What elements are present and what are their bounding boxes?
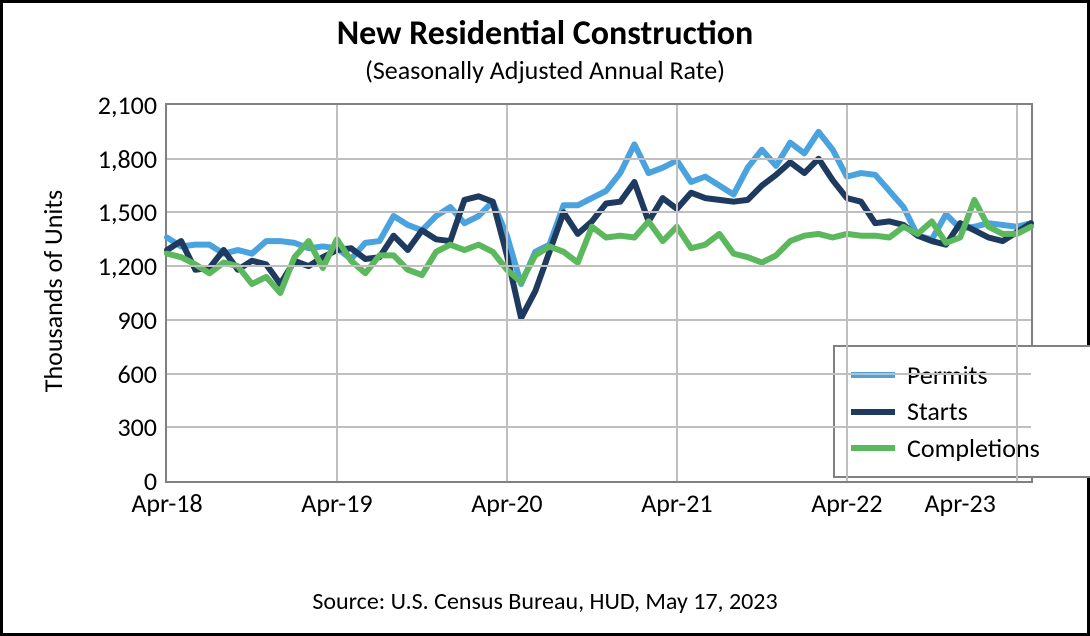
legend-swatch [851,409,895,415]
gridline-h [167,319,1031,321]
gridline-v [1016,105,1018,481]
source-note: Source: U.S. Census Bureau, HUD, May 17,… [3,587,1087,616]
gridline-h [167,211,1031,213]
legend-swatch [851,445,895,451]
x-tick-label: Apr-22 [811,481,882,519]
legend-label: Permits [907,357,988,393]
legend-label: Completions [907,430,1040,466]
legend-item-completions: Completions [851,430,1090,466]
y-axis-label: Thousands of Units [37,190,69,392]
series-line-starts [167,159,1031,318]
y-tick-label: 1,800 [98,143,167,175]
y-tick-label: 1,500 [98,196,167,228]
y-tick-label: 900 [117,304,167,336]
x-tick-label: Apr-23 [925,481,996,519]
gridline-v [676,105,678,481]
legend-item-starts: Starts [851,393,1090,429]
gridline-h [167,265,1031,267]
legend-item-permits: Permits [851,357,1090,393]
gridline-h [167,426,1031,428]
legend-label: Starts [907,393,968,429]
legend: PermitsStartsCompletions [833,345,1090,478]
x-tick-label: Apr-18 [131,481,202,519]
plot-area: PermitsStartsCompletions 03006009001,200… [165,103,1033,483]
gridline-h [167,158,1031,160]
y-tick-label: 2,100 [98,89,167,121]
chart-subtitle: (Seasonally Adjusted Annual Rate) [3,54,1087,86]
gridline-v [506,105,508,481]
y-tick-label: 600 [117,358,167,390]
x-tick-label: Apr-19 [301,481,372,519]
y-tick-label: 300 [117,411,167,443]
chart-container: New Residential Construction (Seasonally… [0,0,1090,636]
gridline-v [846,105,848,481]
y-tick-label: 1,200 [98,250,167,282]
x-tick-label: Apr-20 [471,481,542,519]
chart-title: New Residential Construction [3,3,1087,54]
x-tick-label: Apr-21 [641,481,712,519]
gridline-h [167,373,1031,375]
gridline-v [336,105,338,481]
